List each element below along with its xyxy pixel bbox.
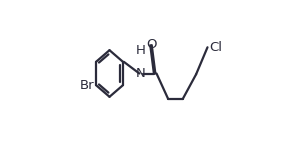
Text: Cl: Cl	[209, 41, 222, 54]
Text: O: O	[146, 38, 157, 51]
Text: H: H	[136, 44, 146, 57]
Text: N: N	[136, 67, 146, 80]
Text: Br: Br	[80, 79, 94, 92]
